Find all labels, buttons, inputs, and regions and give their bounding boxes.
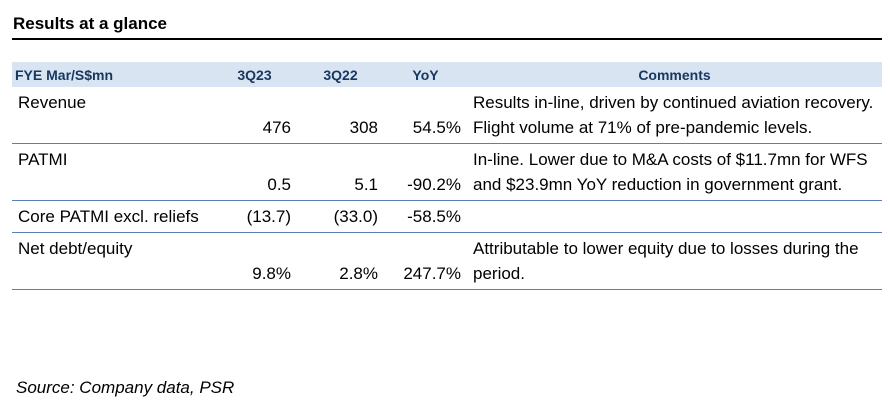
cell-3q23: 0.5 <box>212 143 297 201</box>
row-label: PATMI <box>12 143 212 201</box>
cell-3q22: (33.0) <box>297 200 384 233</box>
cell-3q23: (13.7) <box>212 200 297 233</box>
title-divider <box>12 38 882 40</box>
column-header-comments: Comments <box>467 62 882 87</box>
table-row: PATMI 0.5 5.1 -90.2% In-line. Lower due … <box>12 143 882 201</box>
table-title: Results at a glance <box>13 14 168 33</box>
column-header-label: FYE Mar/S$mn <box>12 62 212 87</box>
header-row: FYE Mar/S$mn 3Q23 3Q22 YoY Comments <box>12 62 882 87</box>
cell-yoy: -90.2% <box>384 143 467 201</box>
row-label: Net debt/equity <box>12 232 212 290</box>
cell-yoy: -58.5% <box>384 200 467 233</box>
cell-3q22: 308 <box>297 87 384 144</box>
cell-yoy: 54.5% <box>384 87 467 144</box>
source-note: Source: Company data, PSR <box>16 378 235 397</box>
table-row: Revenue 476 308 54.5% Results in-line, d… <box>12 87 882 144</box>
column-header-3q23: 3Q23 <box>212 62 297 87</box>
column-header-yoy: YoY <box>384 62 467 87</box>
cell-3q22: 2.8% <box>297 232 384 290</box>
row-label: Core PATMI excl. reliefs <box>12 200 212 233</box>
cell-comment <box>467 200 882 233</box>
table-row: Core PATMI excl. reliefs (13.7) (33.0) -… <box>12 200 882 233</box>
cell-3q23: 9.8% <box>212 232 297 290</box>
results-table: FYE Mar/S$mn 3Q23 3Q22 YoY Comments Reve… <box>12 62 882 290</box>
table-row: Net debt/equity 9.8% 2.8% 247.7% Attribu… <box>12 232 882 290</box>
row-label: Revenue <box>12 87 212 144</box>
cell-yoy: 247.7% <box>384 232 467 290</box>
cell-3q23: 476 <box>212 87 297 144</box>
cell-comment: Attributable to lower equity due to loss… <box>467 232 882 290</box>
column-header-3q22: 3Q22 <box>297 62 384 87</box>
cell-3q22: 5.1 <box>297 143 384 201</box>
cell-comment: Results in-line, driven by continued avi… <box>467 87 882 144</box>
cell-comment: In-line. Lower due to M&A costs of $11.7… <box>467 143 882 201</box>
